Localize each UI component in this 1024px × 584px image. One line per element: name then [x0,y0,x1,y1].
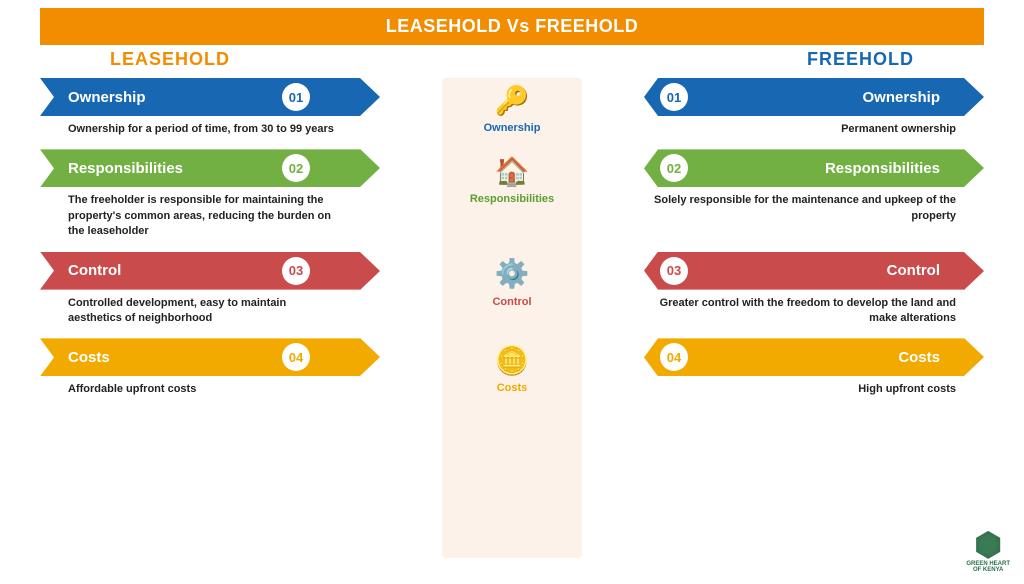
freehold-side: 04 Costs High upfront costs [624,338,984,397]
right-number-circle: 04 [660,343,688,371]
left-arrow: Ownership 01 [40,78,400,116]
center-icon-label: Responsibilities [452,193,572,205]
right-arrow-tip [964,149,984,187]
center-icon-block: ⚙️ Control [452,254,572,308]
left-arrow-body: Costs 04 [40,338,360,376]
left-arrow-body: Control 03 [40,252,360,290]
center-icon-label: Control [452,296,572,308]
right-arrow-tip [964,338,984,376]
leasehold-side: Control 03 Controlled development, easy to… [40,252,400,327]
comparison-row: Responsibilities 02 The freeholder is resp… [40,149,984,239]
right-arrow-tip [964,78,984,116]
right-arrow: 03 Control [624,252,984,290]
logo-line2: OF KENYA [966,567,1010,574]
right-number-circle: 01 [660,83,688,111]
right-description: Permanent ownership [841,122,984,137]
right-number-circle: 03 [660,257,688,285]
comparison-row: Ownership 01 Ownership for a period of tim… [40,78,984,137]
right-arrow-label: Responsibilities [825,160,940,177]
left-arrow-tip [360,252,380,290]
leasehold-side: Ownership 01 Ownership for a period of tim… [40,78,400,137]
freehold-heading: FREEHOLD [807,49,914,70]
right-description: Greater control with the freedom to deve… [644,296,984,327]
left-number-circle: 02 [282,154,310,182]
left-arrow-label: Costs [68,349,110,366]
logo-line1: GREEN HEART [966,561,1010,568]
comparison-row: Control 03 Controlled development, easy to… [40,252,984,327]
responsibilities-icon: 🏠 [452,151,572,191]
control-icon: ⚙️ [452,254,572,294]
center-icon-label: Costs [452,382,572,394]
title-bar: LEASEHOLD Vs FREEHOLD [40,8,984,45]
right-description: Solely responsible for the maintenance a… [644,193,984,224]
right-arrow-label: Ownership [862,89,940,106]
right-arrow-body: 01 Ownership [644,78,964,116]
logo-hexagon-icon [974,531,1002,559]
right-description: High upfront costs [858,382,984,397]
leasehold-side: Responsibilities 02 The freeholder is resp… [40,149,400,239]
right-arrow-label: Control [887,262,940,279]
left-arrow-body: Ownership 01 [40,78,360,116]
leasehold-side: Costs 04 Affordable upfront costs [40,338,400,397]
center-icon-label: Ownership [452,122,572,134]
left-description: The freeholder is responsible for mainta… [40,193,340,239]
freehold-side: 03 Control Greater control with the freedo… [624,252,984,327]
left-arrow-tip [360,78,380,116]
right-arrow-label: Costs [898,349,940,366]
content-area: Ownership 01 Ownership for a period of tim… [0,78,1024,398]
comparison-row: Costs 04 Affordable upfront costs 04 Costs Hi… [40,338,984,397]
freehold-side: 01 Ownership Permanent ownership [624,78,984,137]
left-arrow-label: Responsibilities [68,160,183,177]
right-arrow: 01 Ownership [624,78,984,116]
right-arrow-tip [964,252,984,290]
right-arrow-body: 02 Responsibilities [644,149,964,187]
right-arrow: 02 Responsibilities [624,149,984,187]
costs-icon: 🪙 [452,340,572,380]
left-arrow-tip [360,338,380,376]
left-arrow-label: Control [68,262,121,279]
left-arrow-label: Ownership [68,89,146,106]
left-arrow-tip [360,149,380,187]
ownership-icon: 🔑 [452,80,572,120]
leasehold-heading: LEASEHOLD [110,49,230,70]
left-arrow-body: Responsibilities 02 [40,149,360,187]
right-number-circle: 02 [660,154,688,182]
left-description: Controlled development, easy to maintain… [40,296,340,327]
columns-header: LEASEHOLD FREEHOLD [0,49,1024,70]
left-arrow: Costs 04 [40,338,400,376]
left-number-circle: 01 [282,83,310,111]
rows-container: Ownership 01 Ownership for a period of tim… [40,78,984,398]
left-description: Affordable upfront costs [40,382,340,397]
right-arrow-body: 04 Costs [644,338,964,376]
left-number-circle: 03 [282,257,310,285]
freehold-side: 02 Responsibilities Solely responsible for… [624,149,984,224]
center-icon-block: 🪙 Costs [452,340,572,394]
brand-logo: GREEN HEART OF KENYA [966,531,1010,574]
center-icon-block: 🔑 Ownership [452,80,572,134]
left-arrow: Control 03 [40,252,400,290]
right-arrow-body: 03 Control [644,252,964,290]
center-icon-block: 🏠 Responsibilities [452,151,572,205]
left-description: Ownership for a period of time, from 30 … [40,122,340,137]
left-arrow: Responsibilities 02 [40,149,400,187]
left-number-circle: 04 [282,343,310,371]
right-arrow: 04 Costs [624,338,984,376]
